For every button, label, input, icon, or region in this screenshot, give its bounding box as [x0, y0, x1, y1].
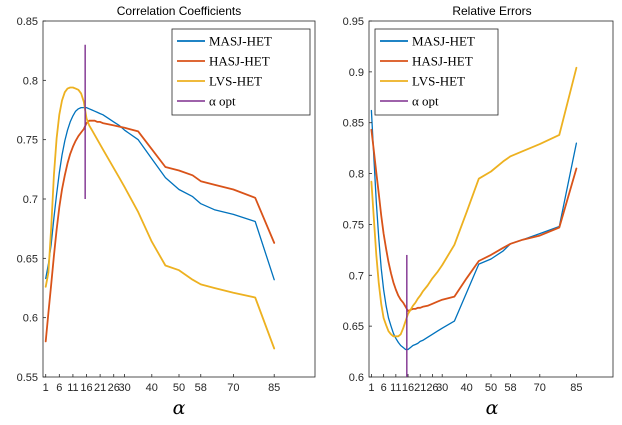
x-tick-label: 16 [402, 382, 414, 394]
x-tick-label: 21 [414, 382, 426, 394]
series-line-masj-het [45, 106, 275, 281]
x-tick-label: 50 [485, 382, 497, 394]
legend: MASJ-HET HASJ-HET LVS-HET α opt [374, 28, 499, 116]
legend-label: α opt [412, 94, 439, 109]
y-tick-label: 0.55 [17, 372, 38, 384]
series-line-masj-het [370, 109, 578, 351]
y-tick-label: 0.75 [17, 135, 38, 147]
legend-label: MASJ-HET [412, 34, 475, 49]
legend-label: LVS-HET [412, 74, 465, 89]
x-tick-label: 6 [56, 382, 62, 394]
x-tick-label: 58 [195, 382, 207, 394]
legend-label: HASJ-HET [412, 54, 473, 69]
x-tick-label: 11 [390, 382, 401, 394]
x-axis-label: α [173, 397, 186, 419]
y-tick-label: 0.95 [343, 16, 364, 28]
y-tick-label: 0.65 [343, 321, 364, 333]
y-tick-label: 0.7 [23, 194, 38, 206]
y-tick-label: 0.85 [343, 118, 364, 130]
x-tick-label: 26 [426, 382, 438, 394]
y-tick-label: 0.85 [17, 16, 38, 28]
chart-title: Correlation Coefficients [117, 4, 242, 18]
x-tick-label: 85 [570, 382, 582, 394]
x-tick-label: 26 [108, 382, 120, 394]
x-tick-label: 6 [381, 382, 387, 394]
x-tick-label: 21 [94, 382, 106, 394]
x-tick-label: 40 [146, 382, 158, 394]
y-tick-label: 0.6 [349, 372, 364, 384]
chart-title: Relative Errors [452, 4, 531, 18]
x-tick-label: 1 [368, 382, 374, 394]
series-line-lvs-het [44, 86, 276, 350]
series-line-lvs-het [370, 66, 578, 338]
x-tick-label: 1 [43, 382, 49, 394]
series-line-hasj-het [370, 128, 578, 312]
x-tick-label: 58 [504, 382, 516, 394]
y-tick-label: 0.65 [17, 253, 38, 265]
series-line-hasj-het [44, 119, 276, 343]
x-tick-label: 11 [67, 382, 78, 394]
x-tick-label: 16 [80, 382, 92, 394]
legend-label: MASJ-HET [209, 34, 272, 49]
x-tick-label: 50 [173, 382, 185, 394]
y-tick-label: 0.8 [23, 75, 38, 87]
x-tick-label: 40 [460, 382, 472, 394]
y-tick-label: 0.8 [349, 169, 364, 181]
y-tick-label: 0.6 [23, 313, 38, 325]
x-tick-label: 70 [227, 382, 239, 394]
x-axis-label: α [486, 397, 499, 419]
chart-correlation-coefficients: Correlation Coefficients 0.55 0.6 0.65 0.7 0… [17, 4, 316, 419]
legend: MASJ-HET HASJ-HET LVS-HET α opt [171, 28, 311, 116]
legend-label: HASJ-HET [209, 54, 270, 69]
x-tick-label: 30 [436, 382, 448, 394]
y-tick-label: 0.7 [349, 270, 364, 282]
legend-label: α opt [209, 94, 236, 109]
x-tick-label: 30 [118, 382, 130, 394]
chart-relative-errors: Relative Errors 0.6 0.65 0.7 0.75 0.8 0.85 0.9… [343, 4, 614, 419]
y-tick-label: 0.9 [349, 67, 364, 79]
x-tick-label: 85 [268, 382, 280, 394]
legend-label: LVS-HET [209, 74, 262, 89]
x-tick-label: 70 [534, 382, 546, 394]
y-tick-label: 0.75 [343, 219, 364, 231]
